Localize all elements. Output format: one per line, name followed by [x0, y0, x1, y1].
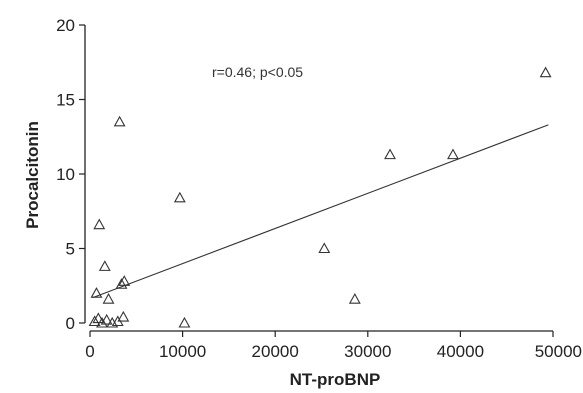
- data-point-triangle: [539, 66, 552, 78]
- y-tick-label: 5: [66, 240, 75, 259]
- data-point-triangle: [173, 191, 186, 203]
- x-tick-label: 30000: [344, 342, 391, 361]
- correlation-annotation: r=0.46; p<0.05: [212, 64, 303, 80]
- data-point-triangle: [115, 278, 128, 289]
- data-point-triangle: [100, 313, 113, 325]
- data-point-triangle: [90, 287, 103, 298]
- data-point-triangle: [102, 293, 115, 304]
- axes: [84, 25, 553, 332]
- data-point-triangle: [178, 316, 191, 328]
- x-tick-label: 50000: [535, 342, 582, 361]
- data-point-triangle: [117, 310, 130, 322]
- y-tick-label: 10: [56, 165, 75, 184]
- x-ticks: 0 10000 20000 30000 40000 50000: [85, 331, 582, 361]
- y-ticks: 0 5 10 15 20: [56, 16, 85, 333]
- data-point-triangle: [348, 293, 361, 304]
- x-tick-label: 10000: [159, 342, 206, 361]
- x-tick-label: 20000: [252, 342, 299, 361]
- regression-line: [92, 124, 549, 299]
- x-axis-title: NT-proBNP: [290, 370, 381, 389]
- x-tick-label: 40000: [437, 342, 484, 361]
- data-point-triangle: [318, 242, 331, 254]
- y-tick-label: 15: [56, 91, 75, 110]
- data-point-triangle: [88, 315, 101, 327]
- y-tick-label: 0: [66, 314, 75, 333]
- data-point-triangle: [113, 115, 126, 127]
- data-point-triangle: [96, 316, 108, 328]
- x-tick-label: 0: [85, 342, 94, 361]
- data-point-triangle: [384, 148, 396, 160]
- y-tick-label: 20: [56, 16, 75, 35]
- data-point-triangle: [447, 148, 459, 160]
- data-point-triangle: [92, 312, 105, 324]
- data-point-triangle: [98, 260, 111, 271]
- y-axis-title: Procalcitonin: [23, 121, 42, 229]
- data-point-triangle: [93, 218, 106, 230]
- data-points: [88, 66, 552, 328]
